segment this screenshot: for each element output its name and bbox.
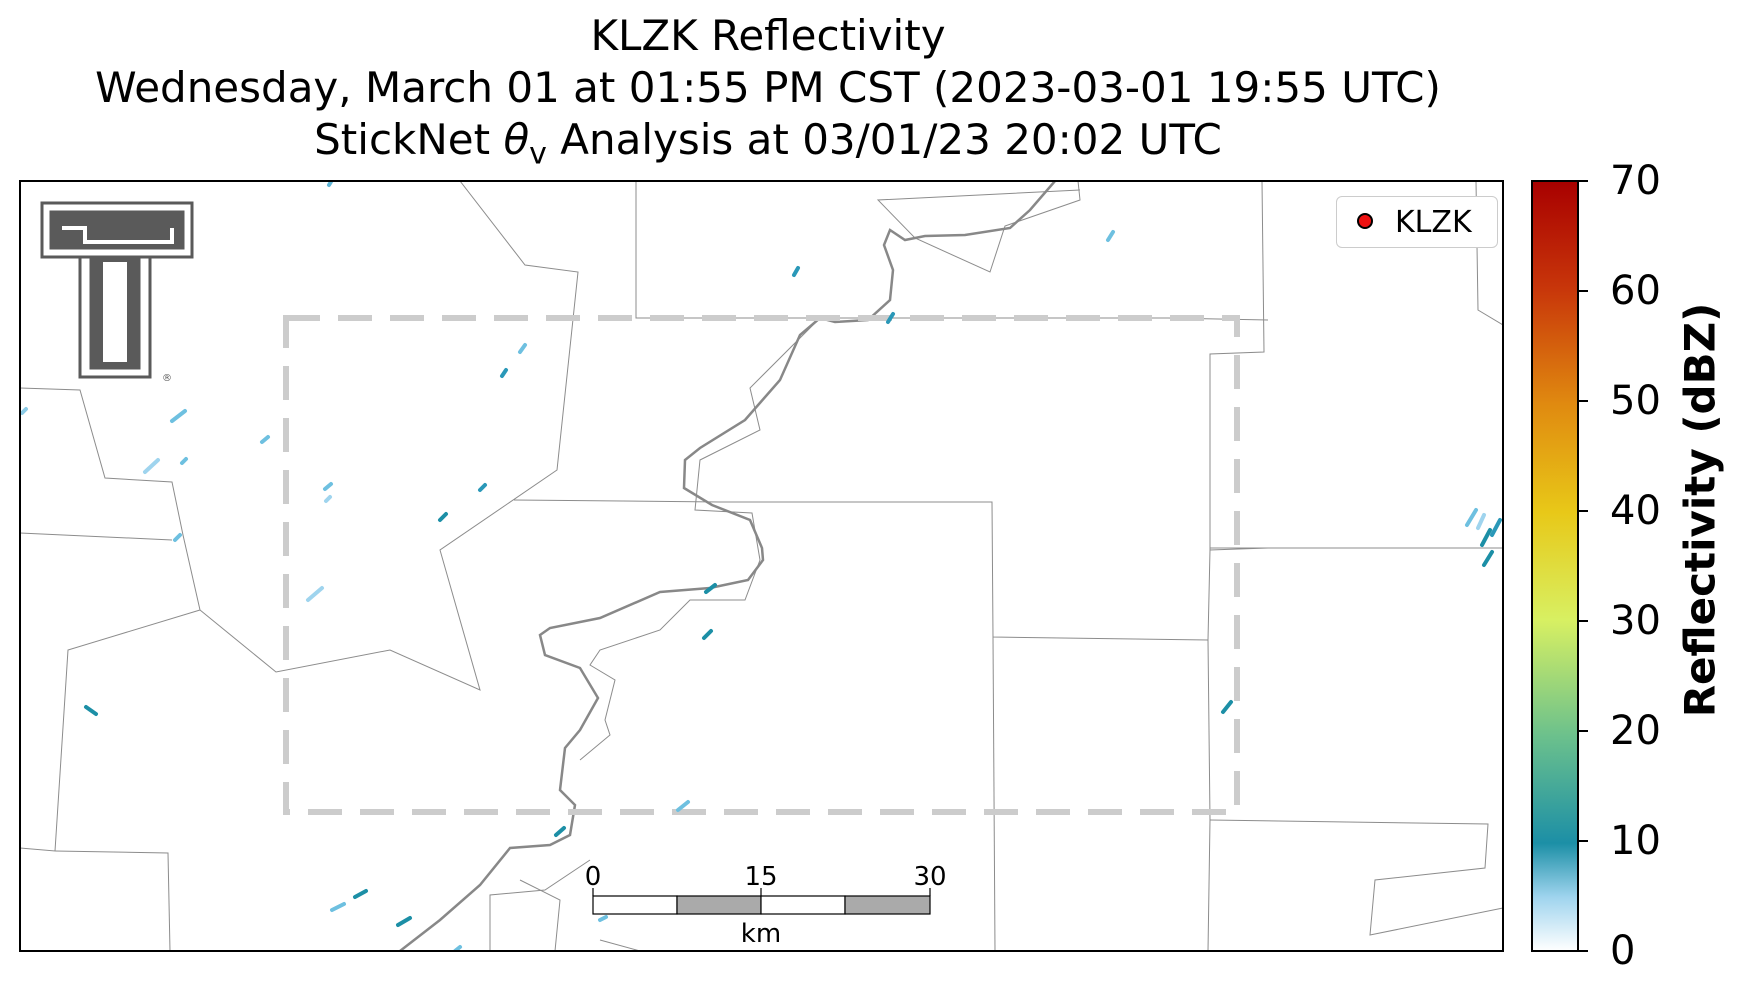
colorbar-tick-label-20: 20 <box>1610 708 1661 754</box>
scale-segment-2 <box>676 895 762 915</box>
map-border <box>19 180 1504 952</box>
county-boundary <box>635 181 1269 321</box>
logo-inner <box>103 262 127 362</box>
scale-segment-1 <box>592 895 678 915</box>
echo <box>886 312 895 324</box>
echo <box>170 409 187 423</box>
echo <box>598 915 608 922</box>
echo <box>353 889 368 899</box>
echo <box>327 181 334 187</box>
colorbar-tick-label-10: 10 <box>1610 818 1661 864</box>
county-boundaries <box>20 181 1503 951</box>
texas-tech-logo <box>40 201 194 379</box>
colorbar-tick-label-40: 40 <box>1610 488 1661 534</box>
county-boundary <box>1209 181 1265 550</box>
figure-title: KLZK Reflectivity Wednesday, March 01 at… <box>18 10 1518 180</box>
scale-unit: km <box>741 919 781 949</box>
reflectivity-echoes <box>20 181 1502 951</box>
colorbar-fill <box>1531 180 1579 952</box>
echo <box>702 629 713 640</box>
colorbar-tick-label-30: 30 <box>1610 598 1661 644</box>
echo <box>330 902 346 912</box>
logo-inner-t <box>62 226 174 244</box>
echo <box>324 495 332 503</box>
scale-segment-4 <box>844 895 931 915</box>
county-boundary <box>20 532 173 541</box>
scale-label-15: 15 <box>744 862 777 892</box>
county-boundary <box>1207 639 1211 951</box>
echo <box>1482 550 1494 567</box>
echo <box>1465 508 1478 527</box>
echo <box>306 586 324 602</box>
echo <box>180 457 188 465</box>
echo <box>173 533 182 542</box>
colorbar <box>1531 180 1588 952</box>
echo <box>792 266 800 277</box>
analysis-domain-box <box>283 315 1240 815</box>
echo <box>1480 528 1492 547</box>
county-boundary <box>20 609 201 852</box>
legend: KLZK <box>1336 196 1498 248</box>
colorbar-ticks <box>1578 180 1588 952</box>
echo <box>1490 518 1502 537</box>
echo <box>20 407 28 415</box>
radar-marker-icon <box>1357 213 1373 229</box>
scale-label-0: 0 <box>585 862 602 892</box>
echo <box>1106 230 1115 242</box>
county-boundary <box>20 181 579 691</box>
map-area: ® <box>20 181 1503 951</box>
echo <box>704 583 717 594</box>
colorbar-tick-label-50: 50 <box>1610 378 1661 424</box>
echo <box>500 368 508 378</box>
echo <box>518 343 527 354</box>
title-line-2: Wednesday, March 01 at 01:55 PM CST (202… <box>95 63 1441 112</box>
colorbar-tick-label-60: 60 <box>1610 268 1661 314</box>
echo <box>438 512 448 522</box>
echo <box>143 458 160 474</box>
colorbar-title: Reflectivity (dBZ) <box>1675 302 1725 718</box>
scale-label-30: 30 <box>913 862 946 892</box>
county-boundary <box>876 181 1081 273</box>
county-boundary <box>1209 819 1503 936</box>
echo <box>260 435 270 444</box>
echo <box>1476 513 1486 530</box>
county-boundary <box>54 850 171 951</box>
county-boundary <box>513 499 1269 641</box>
county-boundary <box>579 317 821 761</box>
river <box>399 181 1056 951</box>
county-boundary <box>489 859 591 951</box>
title-line-3: StickNet θv Analysis at 03/01/23 20:02 U… <box>314 115 1222 172</box>
echo <box>323 482 333 491</box>
logo-registered-mark: ® <box>162 373 172 384</box>
county-boundary <box>992 636 996 951</box>
legend-label: KLZK <box>1395 205 1472 240</box>
echo <box>676 800 690 812</box>
echo <box>554 826 566 837</box>
echo <box>1221 700 1233 714</box>
scale-segment-3 <box>760 895 846 915</box>
scale-bar: 0 15 30 km <box>585 862 947 949</box>
echo <box>84 705 98 716</box>
county-boundary <box>599 939 641 951</box>
colorbar-tick-label-0: 0 <box>1610 928 1636 974</box>
county-boundary <box>519 879 561 951</box>
echo <box>478 483 487 492</box>
colorbar-tick-label-70: 70 <box>1610 158 1661 204</box>
title-line-1: KLZK Reflectivity <box>590 11 946 60</box>
echo <box>396 916 412 927</box>
